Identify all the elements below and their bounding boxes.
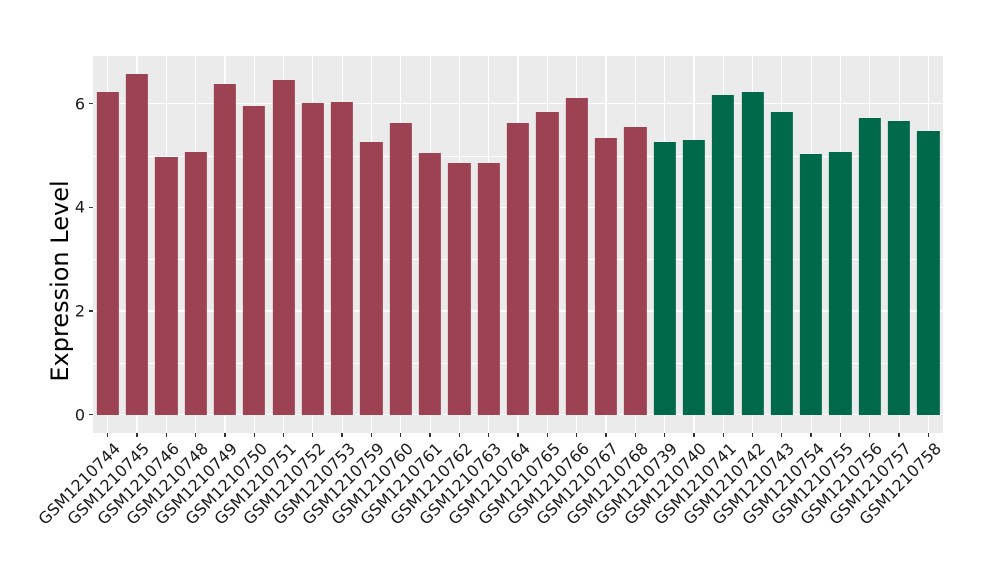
bar-GSM1210757	[887, 120, 911, 415]
bar-slots: GSM1210744 GSM1210745 GSM1210746 GSM1210748…	[35, 56, 945, 529]
x-tick-mark	[165, 433, 167, 437]
bar-slot: GSM1210740	[621, 56, 710, 529]
y-tick-label: 4	[74, 197, 85, 217]
x-tick-mark	[810, 433, 812, 437]
bar-slot: GSM1210745	[64, 56, 153, 529]
bar-GSM1210765	[536, 112, 559, 415]
bar-GSM1210746	[155, 157, 178, 415]
bar-slot: GSM1210761	[357, 56, 447, 529]
bar-GSM1210768	[624, 127, 647, 415]
bar-GSM1210764	[506, 122, 530, 415]
bar-slot: GSM1210742	[679, 56, 769, 529]
y-tick-mark	[89, 413, 93, 416]
x-tick-mark	[488, 433, 490, 437]
x-tick-mark	[400, 433, 402, 437]
x-tick-mark	[634, 433, 636, 437]
bar-slot: GSM1210765	[474, 56, 564, 529]
x-tick-mark	[839, 433, 842, 437]
x-tick-mark	[517, 433, 519, 437]
y-tick-label: 2	[74, 301, 85, 321]
bar-GSM1210753	[331, 102, 354, 415]
bar-GSM1210756	[858, 118, 881, 415]
bar-slot: GSM1210757	[826, 56, 916, 529]
bar-slot: GSM1210759	[298, 56, 388, 529]
bar-GSM1210744	[96, 91, 119, 415]
bar-slot: GSM1210749	[152, 56, 241, 529]
y-tick-mark	[89, 206, 93, 208]
bar-GSM1210750	[243, 105, 266, 415]
bar-slot: GSM1210764	[445, 56, 534, 529]
x-tick-mark	[751, 433, 754, 437]
bar-slot: GSM1210743	[709, 56, 798, 529]
bar-GSM1210752	[301, 103, 324, 415]
y-tick-mark	[89, 310, 93, 312]
bar-GSM1210754	[800, 153, 823, 415]
bar-GSM1210743	[770, 112, 793, 415]
bar-slot: GSM1210756	[797, 56, 886, 529]
y-tick-label: 6	[74, 94, 85, 114]
bar-slot: GSM1210744	[35, 56, 124, 529]
bar-slot: GSM1210746	[93, 56, 183, 529]
bar-GSM1210741	[712, 94, 735, 415]
x-tick-mark	[546, 433, 548, 437]
x-tick-mark	[898, 433, 900, 437]
bar-GSM1210766	[565, 98, 588, 415]
plot-panel: GSM1210744 GSM1210745 GSM1210746 GSM1210748…	[35, 56, 945, 529]
x-tick-mark	[781, 433, 783, 437]
x-tick-mark	[575, 433, 578, 437]
x-tick-mark	[282, 433, 285, 437]
x-tick-mark	[194, 433, 197, 437]
x-tick-mark	[341, 433, 343, 437]
bar-slot: GSM1210752	[240, 56, 329, 529]
x-tick-mark	[458, 433, 461, 437]
bar-slot: GSM1210739	[591, 56, 681, 529]
x-tick-mark	[253, 433, 255, 437]
x-tick-mark	[722, 433, 724, 437]
bar-slot: GSM1210753	[269, 56, 359, 529]
x-tick-mark	[224, 433, 226, 437]
bar-GSM1210745	[125, 74, 149, 415]
bar-GSM1210761	[418, 152, 442, 415]
bar-slot: GSM1210766	[504, 56, 593, 529]
bar-GSM1210748	[184, 151, 207, 415]
bar-GSM1210740	[682, 139, 706, 415]
bar-GSM1210767	[594, 137, 618, 415]
x-tick-mark	[312, 433, 314, 437]
bar-GSM1210751	[272, 79, 295, 415]
y-tick-label: 0	[74, 405, 85, 424]
bar-slot: GSM1210750	[181, 56, 271, 529]
bar-GSM1210760	[389, 122, 412, 415]
x-tick-mark	[693, 433, 695, 437]
bar-GSM1210749	[213, 84, 237, 415]
x-tick-mark	[107, 433, 109, 437]
bar-slot: GSM1210760	[328, 56, 417, 529]
x-tick-mark	[370, 433, 373, 437]
bar-GSM1210755	[829, 151, 852, 415]
x-tick-mark	[136, 433, 138, 437]
x-tick-mark	[869, 433, 871, 437]
bar-slot: GSM1210748	[122, 56, 212, 529]
bar-GSM1210758	[917, 131, 940, 415]
bar-GSM1210759	[360, 142, 383, 415]
x-tick-mark	[605, 433, 607, 437]
bar-GSM1210762	[448, 163, 471, 415]
bar-slot: GSM1210768	[562, 56, 652, 529]
bar-slot: GSM1210754	[738, 56, 828, 529]
x-tick-mark	[429, 433, 431, 437]
bar-slot: GSM1210758	[855, 56, 945, 529]
bar-slot: GSM1210751	[210, 56, 300, 529]
x-tick-mark	[663, 433, 666, 437]
bar-GSM1210739	[653, 142, 676, 415]
x-tick-mark	[927, 433, 929, 437]
bar-slot: GSM1210755	[767, 56, 857, 529]
bar-slot: GSM1210767	[533, 56, 622, 529]
bar-GSM1210742	[741, 91, 764, 415]
bar-slot: GSM1210762	[386, 56, 476, 529]
bar-slot: GSM1210741	[650, 56, 740, 529]
bar-GSM1210763	[477, 163, 500, 415]
bar-slot: GSM1210763	[416, 56, 505, 529]
y-tick-mark	[89, 103, 93, 105]
